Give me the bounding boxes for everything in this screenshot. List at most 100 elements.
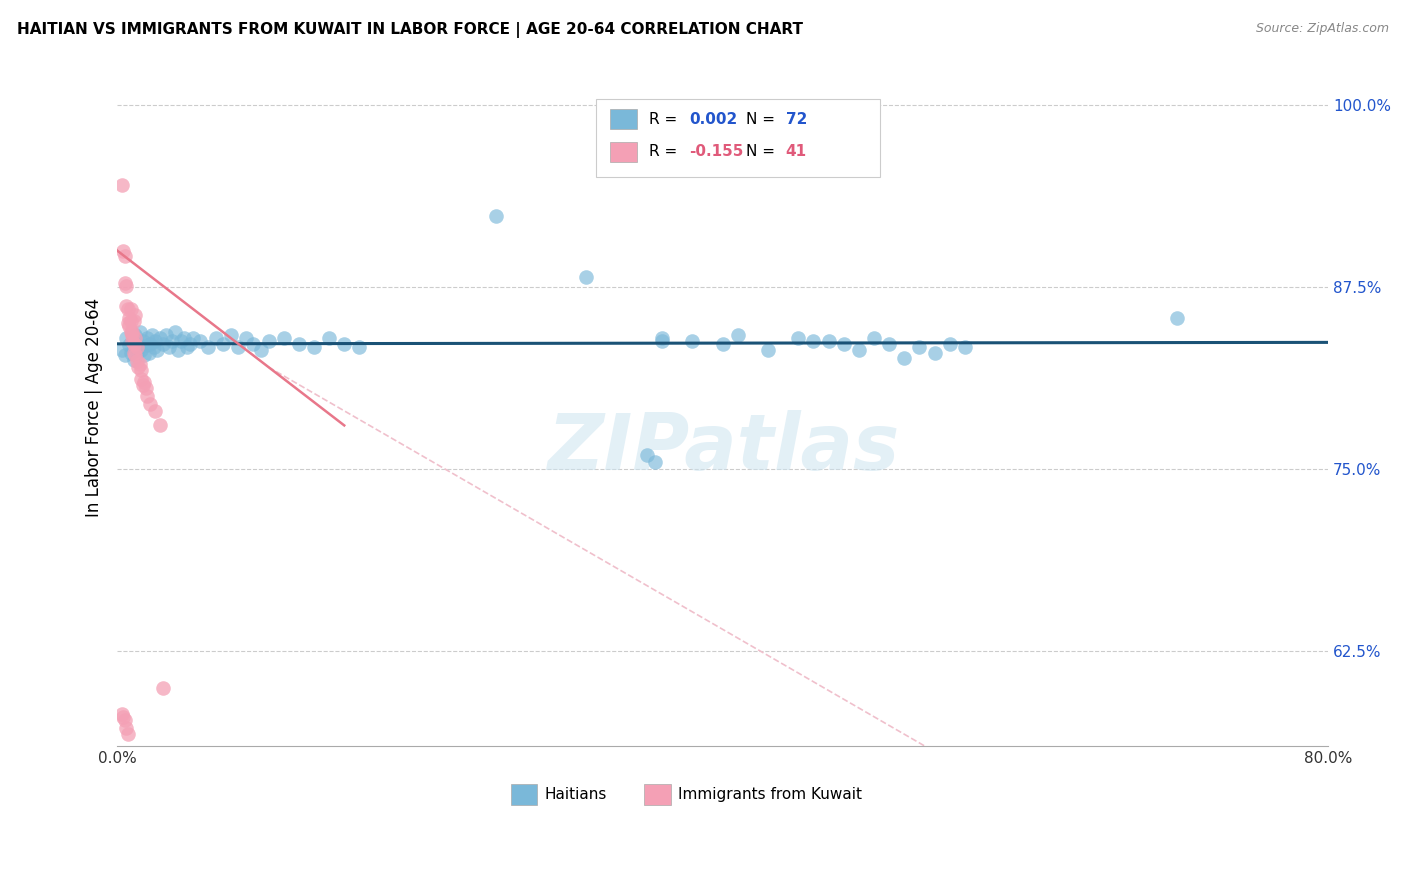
Bar — [610, 109, 637, 129]
Point — [111, 343, 134, 357]
Point — [112, 244, 135, 258]
Point — [302, 340, 325, 354]
Point — [121, 334, 143, 348]
Point — [134, 349, 156, 363]
Point — [111, 706, 134, 721]
Point — [124, 328, 146, 343]
Text: Source: ZipAtlas.com: Source: ZipAtlas.com — [1256, 22, 1389, 36]
Point — [152, 336, 174, 351]
Point — [908, 340, 931, 354]
Point — [122, 336, 145, 351]
Point — [117, 301, 139, 316]
Point — [484, 209, 506, 223]
Text: 72: 72 — [786, 112, 807, 127]
Point — [124, 349, 146, 363]
Point — [832, 336, 855, 351]
Point — [1166, 310, 1188, 325]
Point — [160, 334, 183, 348]
Point — [711, 336, 734, 351]
Point — [132, 334, 155, 348]
Point — [115, 278, 138, 293]
Point — [120, 345, 142, 359]
Point — [121, 334, 143, 348]
Point — [127, 336, 149, 351]
Point — [575, 269, 598, 284]
Point — [120, 301, 142, 316]
Point — [953, 340, 976, 354]
Point — [219, 328, 242, 343]
Point — [128, 357, 150, 371]
Point — [636, 448, 658, 462]
Bar — [644, 784, 671, 805]
Point — [121, 325, 143, 339]
Point — [131, 363, 153, 377]
Point — [651, 331, 673, 345]
Bar — [610, 142, 637, 162]
Text: N =: N = — [745, 145, 779, 160]
Point — [938, 336, 960, 351]
Point — [125, 345, 148, 359]
Point — [118, 338, 141, 352]
Point — [124, 331, 146, 345]
Point — [117, 727, 139, 741]
Point — [128, 325, 150, 339]
Point — [288, 336, 311, 351]
Point — [242, 336, 264, 351]
Point — [118, 319, 141, 334]
Point — [121, 328, 143, 343]
Point — [115, 331, 138, 345]
Text: N =: N = — [745, 112, 779, 127]
Point — [152, 681, 174, 695]
Point — [166, 343, 188, 357]
Point — [318, 331, 340, 345]
Point — [250, 343, 273, 357]
Point — [136, 389, 159, 403]
Point — [134, 375, 156, 389]
Point — [727, 328, 749, 343]
Point — [848, 343, 870, 357]
Point — [115, 299, 138, 313]
Point — [817, 334, 839, 348]
Point — [179, 336, 201, 351]
Point — [170, 334, 193, 348]
Point — [127, 360, 149, 375]
Text: ZIPatlas: ZIPatlas — [547, 409, 898, 486]
Point — [114, 249, 136, 263]
Point — [131, 343, 153, 357]
Point — [139, 336, 162, 351]
Point — [122, 345, 145, 359]
Point — [114, 713, 136, 727]
Point — [681, 334, 703, 348]
Point — [181, 331, 204, 345]
Point — [212, 336, 235, 351]
Point — [787, 331, 810, 345]
Point — [148, 331, 170, 345]
Point — [139, 396, 162, 410]
Point — [122, 352, 145, 367]
Point — [877, 336, 900, 351]
Point — [122, 313, 145, 327]
Point — [924, 345, 946, 359]
Y-axis label: In Labor Force | Age 20-64: In Labor Force | Age 20-64 — [86, 298, 103, 516]
Point — [145, 343, 167, 357]
Point — [273, 331, 295, 345]
Text: HAITIAN VS IMMIGRANTS FROM KUWAIT IN LABOR FORCE | AGE 20-64 CORRELATION CHART: HAITIAN VS IMMIGRANTS FROM KUWAIT IN LAB… — [17, 22, 803, 38]
Point — [135, 338, 157, 352]
Point — [132, 377, 155, 392]
Point — [863, 331, 886, 345]
Point — [114, 276, 136, 290]
Text: -0.155: -0.155 — [689, 145, 744, 160]
Point — [349, 340, 371, 354]
Point — [155, 328, 177, 343]
Point — [111, 178, 134, 192]
Bar — [596, 99, 880, 177]
Point — [141, 328, 163, 343]
Point — [142, 340, 165, 354]
Text: R =: R = — [648, 145, 682, 160]
Text: Haitians: Haitians — [544, 787, 607, 802]
Point — [190, 334, 212, 348]
Point — [120, 313, 142, 327]
Point — [197, 340, 219, 354]
Point — [115, 722, 138, 736]
Point — [803, 334, 825, 348]
